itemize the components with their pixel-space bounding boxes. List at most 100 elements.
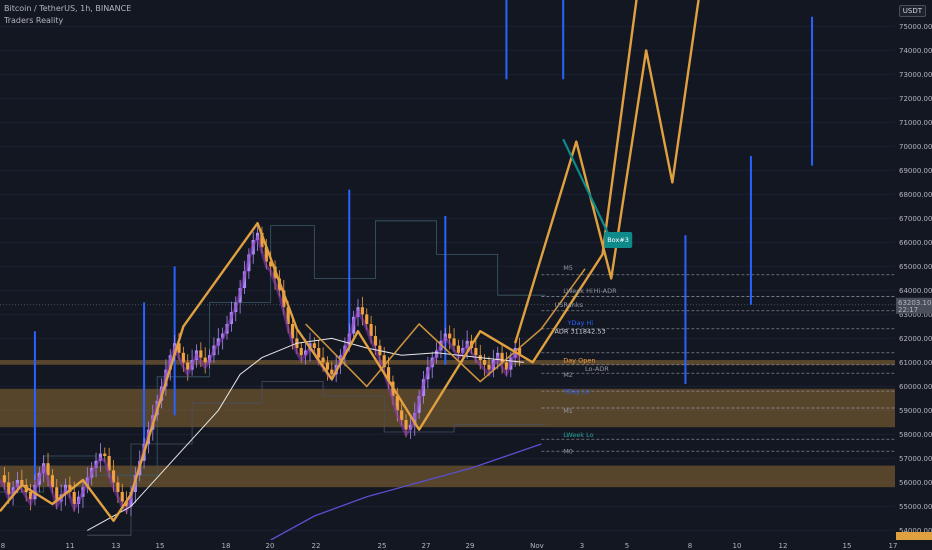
time-axis[interactable]: 8 11 13 15 18 20 22 25 27 29 Nov 3 5 8 10 12 15 17 bbox=[0, 540, 932, 550]
candle-body bbox=[203, 357, 207, 363]
zigzag-projection bbox=[514, 0, 700, 344]
price-tick-label: 62000.00 bbox=[899, 335, 932, 343]
level-label-m1: M1 bbox=[563, 407, 573, 415]
price-tick-label: 54000.00 bbox=[899, 527, 932, 535]
currency-badge[interactable]: USDT bbox=[898, 5, 926, 17]
price-tick-label: 68000.00 bbox=[899, 191, 932, 199]
candle-body bbox=[404, 420, 408, 430]
price-tick-label: 67000.00 bbox=[899, 215, 932, 223]
time-tick-label: 17 bbox=[889, 542, 898, 550]
candle-body bbox=[369, 324, 373, 336]
candle-body bbox=[386, 367, 391, 382]
price-tick-label: 56000.00 bbox=[899, 479, 932, 487]
candle-body bbox=[46, 463, 50, 476]
box-marker-label: Box#3 bbox=[607, 236, 629, 244]
level-label-m0: M0 bbox=[563, 448, 573, 456]
time-tick-label: 12 bbox=[779, 542, 788, 550]
time-tick-label: 13 bbox=[112, 542, 121, 550]
time-tick-label: 25 bbox=[378, 542, 387, 550]
candle-body bbox=[321, 357, 325, 363]
candle-body bbox=[7, 482, 11, 495]
time-tick-label: 10 bbox=[733, 542, 742, 550]
candle-body bbox=[483, 360, 487, 365]
level-label-yday-hi: YDay Hi bbox=[567, 319, 594, 327]
price-tick-label: 73000.00 bbox=[899, 71, 932, 79]
candle-body bbox=[111, 470, 116, 483]
time-tick-label: Nov bbox=[530, 542, 544, 550]
time-tick-label: 29 bbox=[466, 542, 475, 550]
candle-body bbox=[2, 475, 6, 483]
supply-demand-zones bbox=[0, 360, 895, 488]
zigzag-channel bbox=[305, 268, 586, 388]
teal-arrow bbox=[562, 138, 613, 241]
candle-body bbox=[487, 364, 491, 370]
level-label-lo-adr: Lo-ADR bbox=[585, 365, 609, 373]
candle-body bbox=[125, 501, 129, 507]
price-tick-label: 72000.00 bbox=[899, 95, 932, 103]
indicator-label[interactable]: Traders Reality bbox=[4, 16, 64, 25]
candle-body bbox=[107, 456, 111, 471]
chart-grid bbox=[0, 25, 895, 531]
symbol-title[interactable]: Bitcoin / TetherUS, 1h, BINANCE bbox=[4, 4, 132, 13]
zone-band bbox=[0, 388, 895, 428]
price-tick-label: 63000.00 bbox=[899, 311, 932, 319]
price-axis[interactable]: 75000.00 74000.00 73000.00 72000.00 71000.00… bbox=[895, 0, 932, 550]
price-tick-label: 55000.00 bbox=[899, 503, 932, 511]
zone-band bbox=[0, 465, 895, 488]
time-axis-bg bbox=[0, 540, 932, 550]
sma-white-line bbox=[87, 337, 524, 531]
price-tick-label: 70000.00 bbox=[899, 143, 932, 151]
candle-body bbox=[20, 480, 24, 485]
candle-body bbox=[282, 290, 286, 308]
level-label-lweek-lo: LWeek Lo bbox=[563, 431, 593, 439]
candle-body bbox=[260, 232, 264, 248]
candle-body bbox=[504, 362, 509, 370]
candle-body bbox=[330, 369, 334, 375]
price-tick-label: 64000.00 bbox=[899, 287, 932, 295]
price-tick-label: 60000.00 bbox=[899, 383, 932, 391]
time-tick-label: 20 bbox=[266, 542, 275, 550]
candle-body bbox=[177, 343, 181, 353]
zone-band bbox=[0, 360, 895, 365]
time-tick-label: 5 bbox=[625, 542, 629, 550]
candle-body bbox=[72, 492, 76, 504]
price-tick-label: 74000.00 bbox=[899, 47, 932, 55]
candle-body bbox=[299, 348, 303, 356]
moving-averages bbox=[87, 337, 542, 541]
level-label-m5: M5 bbox=[563, 264, 573, 272]
time-tick-label: 15 bbox=[843, 542, 852, 550]
price-tag-bg bbox=[896, 297, 932, 314]
zigzag-lines bbox=[0, 0, 700, 522]
level-label-us-ranks: USRanks bbox=[554, 301, 583, 309]
time-tick-label: 27 bbox=[422, 542, 431, 550]
candle-body bbox=[68, 484, 72, 492]
range-step-lower bbox=[87, 381, 546, 536]
candle-body bbox=[286, 307, 290, 324]
time-tick-label: 8 bbox=[688, 542, 692, 550]
price-tick-label: 71000.00 bbox=[899, 119, 932, 127]
candle-body bbox=[325, 362, 330, 370]
candle-body bbox=[360, 307, 364, 315]
candle-body bbox=[120, 492, 124, 502]
candle-body bbox=[269, 261, 273, 267]
price-tick-label: 69000.00 bbox=[899, 167, 932, 175]
candle-body bbox=[517, 348, 522, 356]
time-tick-label: 22 bbox=[312, 542, 321, 550]
candle-body bbox=[181, 352, 185, 363]
candle-body bbox=[103, 453, 107, 456]
level-label-adr-label: ADR 311842.53 bbox=[554, 328, 605, 336]
candle-body bbox=[312, 343, 316, 348]
price-tick-label: 58000.00 bbox=[899, 431, 932, 439]
level-label-hi-adr: Hi-ADR bbox=[594, 287, 617, 295]
candle-body bbox=[199, 350, 203, 358]
candle-body bbox=[28, 492, 33, 500]
candle-body bbox=[50, 475, 54, 488]
time-tick-label: 8 bbox=[1, 542, 5, 550]
box-marker bbox=[604, 232, 633, 248]
candle-body bbox=[382, 355, 386, 368]
candle-body bbox=[395, 396, 399, 411]
time-tick-label: 18 bbox=[222, 542, 231, 550]
price-tick-label: 66000.00 bbox=[899, 239, 932, 247]
